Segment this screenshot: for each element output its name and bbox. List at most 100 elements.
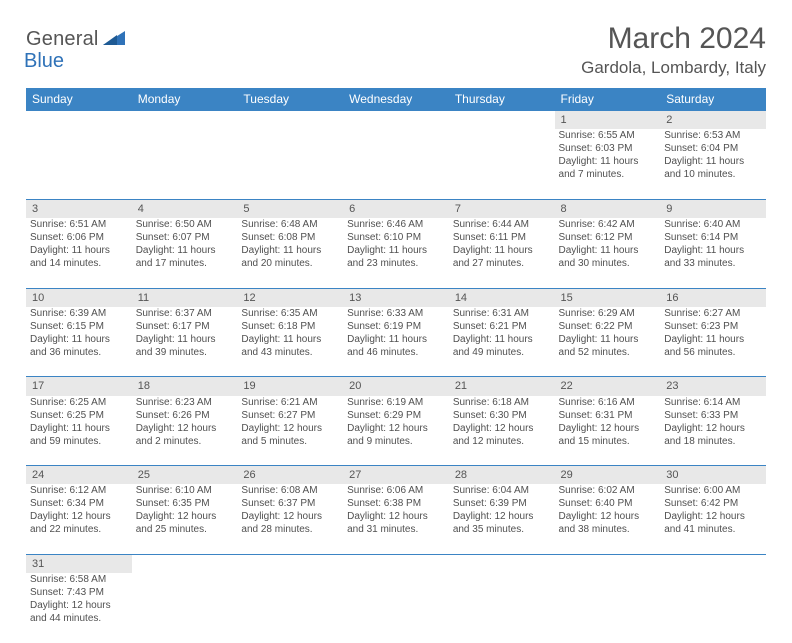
day-cell xyxy=(343,573,449,643)
daylight-text: and 30 minutes. xyxy=(559,257,657,270)
sunset-text: Sunset: 6:07 PM xyxy=(136,231,234,244)
daylight-text: Daylight: 12 hours xyxy=(453,510,551,523)
daylight-text: Daylight: 12 hours xyxy=(347,510,445,523)
daylight-text: and 9 minutes. xyxy=(347,435,445,448)
day-number xyxy=(449,111,555,129)
daylight-text: Daylight: 11 hours xyxy=(453,244,551,257)
sunset-text: Sunset: 6:38 PM xyxy=(347,497,445,510)
sunrise-text: Sunrise: 6:29 AM xyxy=(559,307,657,320)
day-cell: Sunrise: 6:35 AMSunset: 6:18 PMDaylight:… xyxy=(237,307,343,377)
col-sunday: Sunday xyxy=(26,88,132,111)
sunrise-text: Sunrise: 6:08 AM xyxy=(241,484,339,497)
daylight-text: and 10 minutes. xyxy=(664,168,762,181)
col-friday: Friday xyxy=(555,88,661,111)
day-number xyxy=(449,554,555,573)
day-cell: Sunrise: 6:58 AMSunset: 7:43 PMDaylight:… xyxy=(26,573,132,643)
daylight-text: and 12 minutes. xyxy=(453,435,551,448)
daylight-text: Daylight: 11 hours xyxy=(664,333,762,346)
day-cell: Sunrise: 6:08 AMSunset: 6:37 PMDaylight:… xyxy=(237,484,343,554)
daylight-text: and 14 minutes. xyxy=(30,257,128,270)
daylight-text: Daylight: 12 hours xyxy=(453,422,551,435)
sunset-text: Sunset: 6:26 PM xyxy=(136,409,234,422)
day-number: 8 xyxy=(555,199,661,218)
daylight-text: Daylight: 11 hours xyxy=(559,333,657,346)
sunrise-text: Sunrise: 6:48 AM xyxy=(241,218,339,231)
day-number: 6 xyxy=(343,199,449,218)
day-cell: Sunrise: 6:06 AMSunset: 6:38 PMDaylight:… xyxy=(343,484,449,554)
daylight-text: Daylight: 11 hours xyxy=(453,333,551,346)
sunset-text: Sunset: 6:08 PM xyxy=(241,231,339,244)
day-number: 24 xyxy=(26,466,132,485)
day-number: 9 xyxy=(660,199,766,218)
heading: March 2024 Gardola, Lombardy, Italy xyxy=(581,22,766,78)
day-number xyxy=(555,554,661,573)
sunrise-text: Sunrise: 6:19 AM xyxy=(347,396,445,409)
daylight-text: Daylight: 12 hours xyxy=(136,510,234,523)
day-cell xyxy=(555,573,661,643)
day-cell: Sunrise: 6:53 AMSunset: 6:04 PMDaylight:… xyxy=(660,129,766,199)
sunset-text: Sunset: 6:35 PM xyxy=(136,497,234,510)
day-number: 17 xyxy=(26,377,132,396)
day-number: 31 xyxy=(26,554,132,573)
day-number: 15 xyxy=(555,288,661,307)
day-cell: Sunrise: 6:31 AMSunset: 6:21 PMDaylight:… xyxy=(449,307,555,377)
daylight-text: and 25 minutes. xyxy=(136,523,234,536)
day-number xyxy=(343,111,449,129)
daylight-text: Daylight: 11 hours xyxy=(559,244,657,257)
logo-sail-icon xyxy=(103,31,125,50)
sunset-text: Sunset: 6:27 PM xyxy=(241,409,339,422)
day-cell xyxy=(26,129,132,199)
day-cell: Sunrise: 6:14 AMSunset: 6:33 PMDaylight:… xyxy=(660,396,766,466)
daylight-text: and 49 minutes. xyxy=(453,346,551,359)
day-number xyxy=(26,111,132,129)
daylight-text: and 44 minutes. xyxy=(30,612,128,625)
daylight-text: and 20 minutes. xyxy=(241,257,339,270)
sunrise-text: Sunrise: 6:16 AM xyxy=(559,396,657,409)
sunset-text: Sunset: 6:30 PM xyxy=(453,409,551,422)
daylight-text: Daylight: 11 hours xyxy=(136,333,234,346)
day-number: 26 xyxy=(237,466,343,485)
col-thursday: Thursday xyxy=(449,88,555,111)
daynum-row: 10111213141516 xyxy=(26,288,766,307)
daylight-text: Daylight: 12 hours xyxy=(30,510,128,523)
day-cell: Sunrise: 6:48 AMSunset: 6:08 PMDaylight:… xyxy=(237,218,343,288)
daylight-text: Daylight: 12 hours xyxy=(559,422,657,435)
sunset-text: Sunset: 6:18 PM xyxy=(241,320,339,333)
daylight-text: and 5 minutes. xyxy=(241,435,339,448)
day-cell: Sunrise: 6:50 AMSunset: 6:07 PMDaylight:… xyxy=(132,218,238,288)
location: Gardola, Lombardy, Italy xyxy=(581,58,766,78)
sunrise-text: Sunrise: 6:46 AM xyxy=(347,218,445,231)
daylight-text: and 36 minutes. xyxy=(30,346,128,359)
sunrise-text: Sunrise: 6:27 AM xyxy=(664,307,762,320)
sunset-text: Sunset: 6:21 PM xyxy=(453,320,551,333)
day-number: 28 xyxy=(449,466,555,485)
daylight-text: and 2 minutes. xyxy=(136,435,234,448)
logo: General xyxy=(26,22,127,51)
daylight-text: and 46 minutes. xyxy=(347,346,445,359)
weekday-header-row: Sunday Monday Tuesday Wednesday Thursday… xyxy=(26,88,766,111)
daynum-row: 3456789 xyxy=(26,199,766,218)
day-cell: Sunrise: 6:02 AMSunset: 6:40 PMDaylight:… xyxy=(555,484,661,554)
day-cell: Sunrise: 6:16 AMSunset: 6:31 PMDaylight:… xyxy=(555,396,661,466)
day-number: 12 xyxy=(237,288,343,307)
daynum-row: 17181920212223 xyxy=(26,377,766,396)
sunrise-text: Sunrise: 6:44 AM xyxy=(453,218,551,231)
daylight-text: Daylight: 12 hours xyxy=(347,422,445,435)
daynum-row: 31 xyxy=(26,554,766,573)
sunset-text: Sunset: 6:14 PM xyxy=(664,231,762,244)
daylight-text: Daylight: 12 hours xyxy=(30,599,128,612)
sunset-text: Sunset: 6:11 PM xyxy=(453,231,551,244)
sunrise-text: Sunrise: 6:58 AM xyxy=(30,573,128,586)
daylight-text: and 18 minutes. xyxy=(664,435,762,448)
day-cell: Sunrise: 6:40 AMSunset: 6:14 PMDaylight:… xyxy=(660,218,766,288)
daylight-text: and 33 minutes. xyxy=(664,257,762,270)
daylight-text: and 59 minutes. xyxy=(30,435,128,448)
day-cell xyxy=(449,129,555,199)
sunrise-text: Sunrise: 6:53 AM xyxy=(664,129,762,142)
sunset-text: Sunset: 6:17 PM xyxy=(136,320,234,333)
daylight-text: Daylight: 11 hours xyxy=(559,155,657,168)
sunrise-text: Sunrise: 6:04 AM xyxy=(453,484,551,497)
daylight-text: and 52 minutes. xyxy=(559,346,657,359)
calendar-table: Sunday Monday Tuesday Wednesday Thursday… xyxy=(26,88,766,643)
daylight-text: Daylight: 11 hours xyxy=(30,422,128,435)
